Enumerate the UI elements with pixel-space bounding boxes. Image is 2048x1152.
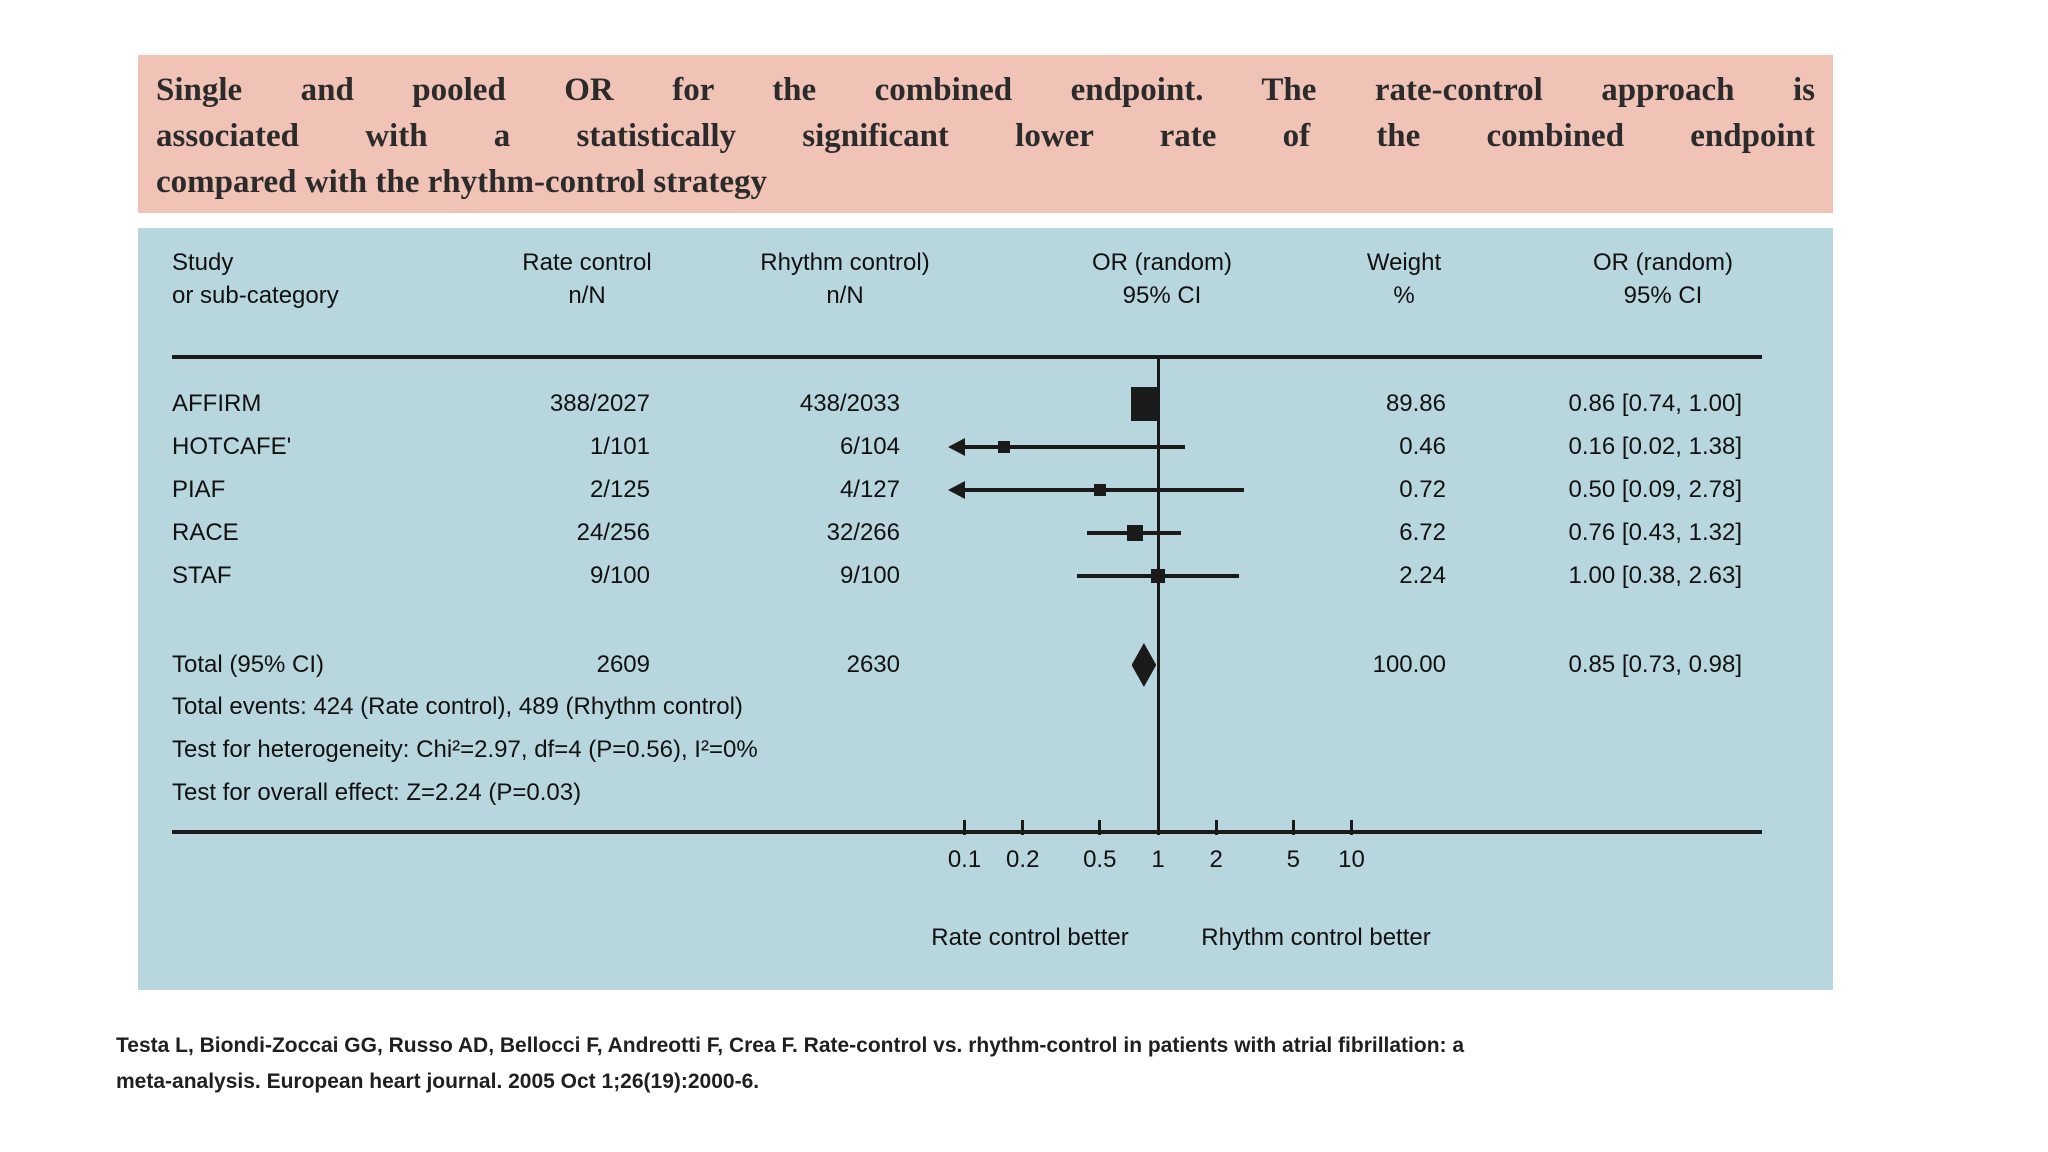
axis-tick-label: 10 xyxy=(1338,846,1365,873)
col-header-rhythm-2: n/N xyxy=(826,282,864,309)
axis-tick xyxy=(1291,820,1295,835)
weight-value: 6.72 xyxy=(1399,519,1446,546)
title-line-2: associated with a statistically signific… xyxy=(156,118,1815,154)
or-ci-value: 0.16 [0.02, 1.38] xyxy=(1568,433,1742,460)
or-ci-value: 0.86 [0.74, 1.00] xyxy=(1568,390,1742,417)
col-header-study-1: Study xyxy=(172,249,234,276)
footnote-2: Test for heterogeneity: Chi²=2.97, df=4 … xyxy=(172,736,758,763)
col-header-study-2: or sub-category xyxy=(172,282,339,309)
col-header-or-text-1: OR (random) xyxy=(1592,249,1734,276)
study-label: AFFIRM xyxy=(172,390,262,417)
plot-layer: AFFIRM 388/2027 438/2033 89.86 0.86 [0.74, 1… xyxy=(138,228,1833,990)
rate-value: 2/125 xyxy=(589,476,650,503)
col-header-or-plot-2: 95% CI xyxy=(1122,282,1202,309)
axis-tick xyxy=(963,820,966,835)
citation: Testa L, Biondi-Zoccai GG, Russo AD, Bel… xyxy=(116,1028,1896,1100)
rhythm-value: 32/266 xyxy=(826,519,900,546)
axis-tick xyxy=(1098,820,1102,835)
x-axis-rule xyxy=(172,830,1762,834)
rhythm-value: 9/100 xyxy=(839,562,900,589)
axis-label-left: Rate control better xyxy=(931,924,1129,951)
rate-value: 9/100 xyxy=(589,562,650,589)
col-header-weight-1: Weight xyxy=(1366,249,1442,276)
or-ci-value: 0.50 [0.09, 2.78] xyxy=(1568,476,1742,503)
col-header-rate-1: Rate control xyxy=(522,249,652,276)
axis-tick-label: 1 xyxy=(1151,846,1165,873)
col-header-or-text-2: 95% CI xyxy=(1623,282,1703,309)
clip-arrow-icon xyxy=(948,481,965,499)
col-header-rhythm-1: Rhythm control) xyxy=(760,249,930,276)
study-label: RACE xyxy=(172,519,239,546)
or-marker xyxy=(1126,525,1143,541)
or-ci-value: 1.00 [0.38, 2.63] xyxy=(1568,562,1742,589)
or-marker xyxy=(1131,387,1160,421)
or-ci-value: 0.85 [0.73, 0.98] xyxy=(1568,651,1742,678)
clip-arrow-icon xyxy=(948,438,965,456)
axis-tick-label: 5 xyxy=(1286,846,1300,873)
forest-plot-panel: Study or sub-category Rate control n/N R… xyxy=(138,228,1833,990)
rhythm-value: 2630 xyxy=(846,651,900,678)
axis-tick-label: 0.1 xyxy=(947,846,982,873)
axis-tick xyxy=(1214,820,1218,835)
citation-line-1: Testa L, Biondi-Zoccai GG, Russo AD, Bel… xyxy=(116,1034,1465,1057)
axis-tick-label: 0.5 xyxy=(1083,846,1117,873)
or-marker xyxy=(1151,569,1165,583)
weight-value: 100.00 xyxy=(1372,651,1446,678)
axis-tick-label: 2 xyxy=(1209,846,1223,873)
axis-tick xyxy=(1156,820,1160,835)
or-ci-value: 0.76 [0.43, 1.32] xyxy=(1568,519,1742,546)
or-marker xyxy=(997,441,1010,453)
header-divider-rule xyxy=(172,355,1762,359)
axis-tick xyxy=(1350,820,1353,835)
ci-line xyxy=(965,445,1186,449)
col-header-weight-2: % xyxy=(1393,282,1415,309)
axis-tick xyxy=(1021,820,1025,835)
footnote-1: Total events: 424 (Rate control), 489 (R… xyxy=(172,693,743,720)
rhythm-value: 4/127 xyxy=(839,476,900,503)
col-header-or-plot-1: OR (random) xyxy=(1091,249,1233,276)
summary-diamond xyxy=(1131,643,1157,687)
title-banner: Single and pooled OR for the combined en… xyxy=(138,55,1833,213)
weight-value: 2.24 xyxy=(1399,562,1446,589)
rhythm-value: 438/2033 xyxy=(799,390,900,417)
or-marker xyxy=(1093,484,1106,496)
col-header-rate-2: n/N xyxy=(568,282,606,309)
title-line-1: Single and pooled OR for the combined en… xyxy=(156,72,1815,108)
axis-tick-label: 0.2 xyxy=(1006,846,1040,873)
footnote-3: Test for overall effect: Z=2.24 (P=0.03) xyxy=(172,779,582,806)
weight-value: 0.46 xyxy=(1399,433,1446,460)
rate-value: 1/101 xyxy=(589,433,650,460)
study-label: HOTCAFE' xyxy=(172,433,292,460)
study-label: PIAF xyxy=(172,476,226,503)
no-effect-line xyxy=(1157,359,1160,832)
axis-label-right: Rhythm control better xyxy=(1201,924,1431,951)
study-label: STAF xyxy=(172,562,232,589)
title-line-3: compared with the rhythm-control strateg… xyxy=(156,164,768,200)
rate-value: 24/256 xyxy=(576,519,650,546)
rate-value: 2609 xyxy=(596,651,650,678)
weight-value: 0.72 xyxy=(1399,476,1446,503)
rhythm-value: 6/104 xyxy=(839,433,900,460)
study-label: Total (95% CI) xyxy=(172,651,325,678)
rate-value: 388/2027 xyxy=(549,390,650,417)
citation-line-2: meta-analysis. European heart journal. 2… xyxy=(116,1070,760,1093)
weight-value: 89.86 xyxy=(1385,390,1446,417)
